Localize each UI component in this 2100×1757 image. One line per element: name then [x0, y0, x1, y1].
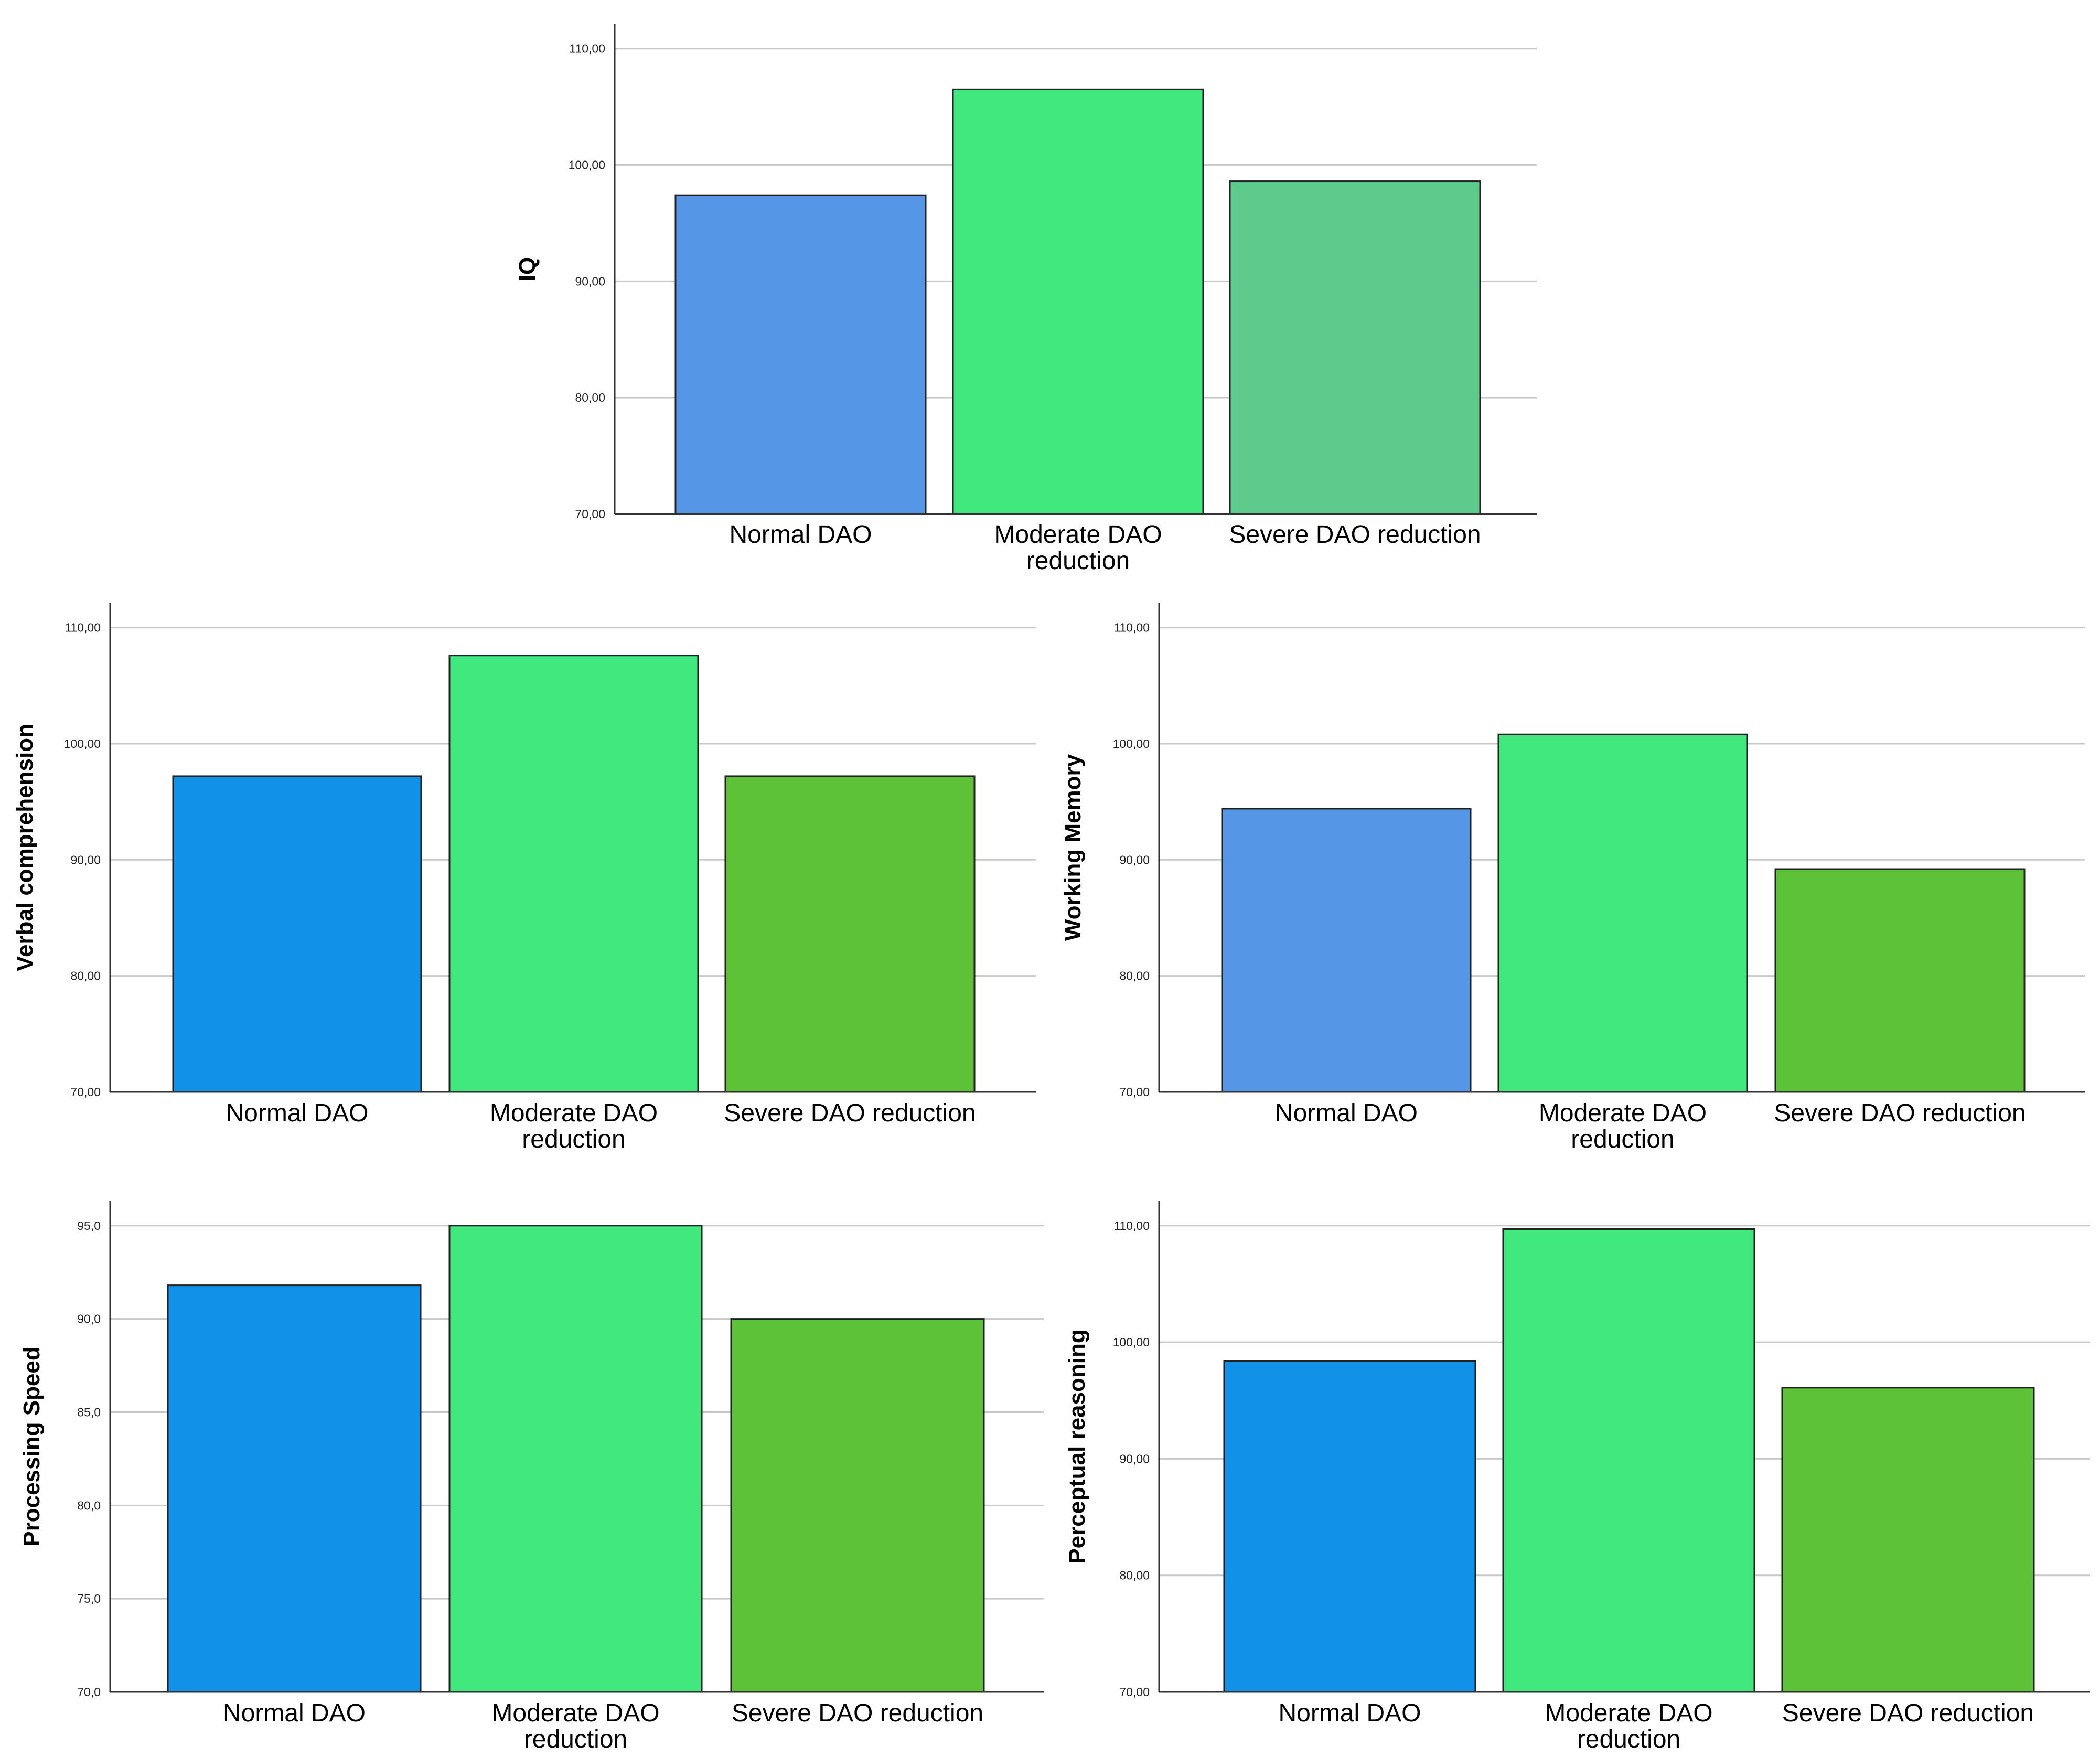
y-tick-label: 80,0 — [77, 1498, 101, 1512]
y-tick-label: 95,0 — [77, 1219, 101, 1233]
bar-normal-dao — [1221, 808, 1472, 1093]
y-tick-label: 110,00 — [1113, 621, 1150, 635]
y-tick-label: 70,0 — [77, 1685, 101, 1699]
bar-severe-dao-reduction — [730, 1318, 985, 1693]
y-tick-label: 80,00 — [1119, 969, 1150, 983]
bar-moderate-dao-reduction — [952, 88, 1204, 515]
x-category-label: Severe DAO reduction — [732, 1699, 983, 1727]
x-category-label: Normal DAO — [1275, 1099, 1418, 1127]
chart-panel-processing-speed: 70,0 75,0 80,0 85,0 90,0 95,0 Normal DAO Modera… — [19, 1201, 1044, 1753]
y-tick-label: 90,00 — [1119, 853, 1150, 866]
y-axis-title: Working Memory — [1060, 754, 1086, 941]
x-category-label: Moderate DAO reduction — [994, 521, 1162, 575]
x-category-label: Severe DAO reduction — [724, 1099, 976, 1127]
y-tick-label: 110,00 — [569, 42, 605, 56]
x-category-label: Moderate DAO reduction — [491, 1699, 659, 1753]
x-category-label: Severe DAO reduction — [1782, 1699, 2034, 1727]
y-tick-label: 90,00 — [70, 853, 101, 866]
x-category-label: Severe DAO reduction — [1774, 1099, 2026, 1127]
x-category-label: Moderate DAO reduction — [1539, 1099, 1707, 1153]
y-tick-label: 90,00 — [1119, 1452, 1150, 1465]
bar-moderate-dao-reduction — [1502, 1228, 1755, 1693]
chart-panel-working-memory: 70,00 80,00 90,00 100,00 110,00 Normal DAO Mod… — [1060, 603, 2085, 1153]
y-tick-label: 80,00 — [1119, 1569, 1150, 1582]
y-tick-label: 90,00 — [575, 274, 605, 288]
bar-moderate-dao-reduction — [448, 655, 699, 1093]
x-category-label: Moderate DAO reduction — [490, 1099, 658, 1153]
x-category-label: Normal DAO — [1278, 1699, 1421, 1727]
y-tick-label: 75,0 — [77, 1592, 101, 1605]
bar-severe-dao-reduction — [1229, 180, 1481, 515]
y-tick-label: 100,00 — [1113, 737, 1150, 751]
chart-panel-verbal-comprehension: 70,00 80,00 90,00 100,00 110,00 Normal DAO Mod… — [12, 603, 1036, 1153]
bar-severe-dao-reduction — [1774, 868, 2026, 1093]
bar-normal-dao — [674, 194, 927, 515]
bar-moderate-dao-reduction — [448, 1225, 703, 1693]
y-axis-title: IQ — [515, 257, 540, 281]
y-tick-label: 70,00 — [70, 1085, 101, 1099]
x-category-label: Normal DAO — [223, 1699, 366, 1727]
y-tick-label: 100,00 — [64, 737, 101, 751]
x-category-label: Moderate DAO reduction — [1545, 1699, 1712, 1753]
x-category-label: Severe DAO reduction — [1229, 521, 1481, 549]
bar-severe-dao-reduction — [1781, 1387, 2035, 1693]
y-tick-label: 70,00 — [1119, 1685, 1150, 1699]
y-axis-title: Perceptual reasoning — [1064, 1329, 1090, 1563]
bar-normal-dao — [172, 775, 422, 1093]
bar-normal-dao — [167, 1284, 422, 1693]
y-tick-label: 70,00 — [1119, 1085, 1150, 1099]
bar-normal-dao — [1223, 1360, 1476, 1693]
y-tick-label: 100,00 — [569, 158, 605, 172]
y-tick-label: 80,00 — [70, 969, 101, 983]
y-tick-label: 85,0 — [77, 1405, 101, 1419]
y-tick-label: 100,00 — [1113, 1335, 1150, 1349]
y-axis-title: Processing Speed — [19, 1346, 45, 1546]
y-axis-title: Verbal comprehension — [12, 724, 38, 971]
y-tick-label: 90,0 — [77, 1312, 101, 1326]
chart-panel-perceptual-reasoning: 70,00 80,00 90,00 100,00 110,00 Normal DAO Mod… — [1064, 1201, 2090, 1753]
bar-moderate-dao-reduction — [1497, 733, 1748, 1093]
x-category-label: Normal DAO — [226, 1099, 368, 1127]
chart-panel-iq: 70,00 80,00 90,00 100,00 110,00 Normal DAO Mod… — [515, 24, 1537, 575]
y-tick-label: 110,00 — [65, 621, 101, 635]
bar-severe-dao-reduction — [724, 775, 976, 1093]
y-tick-label: 110,00 — [1113, 1219, 1150, 1233]
x-category-label: Normal DAO — [729, 521, 872, 549]
y-tick-label: 80,00 — [575, 391, 605, 404]
y-tick-label: 70,00 — [575, 507, 605, 521]
